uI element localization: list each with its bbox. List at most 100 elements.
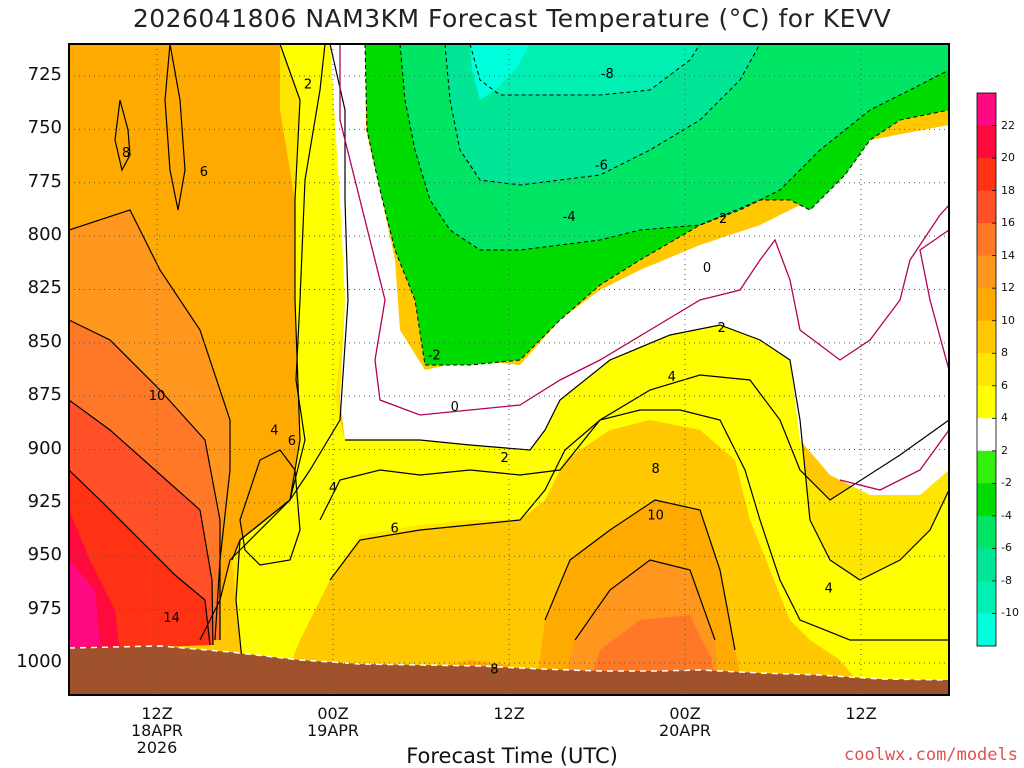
contour-line-2 <box>235 44 301 691</box>
plot-frame <box>68 43 950 696</box>
y-tick-label: 800 <box>27 224 62 246</box>
colorbar <box>976 92 997 647</box>
y-tick-label: 750 <box>27 117 62 139</box>
colorbar-label: 10 <box>1001 313 1015 327</box>
colorbar-label: 8 <box>1001 346 1008 360</box>
colorbar-frame <box>976 92 997 647</box>
x-tick-line: 19APR <box>306 721 360 740</box>
contour-label: 6 <box>200 165 208 180</box>
contour-label: -4 <box>563 210 576 225</box>
contour-line-8b <box>544 499 736 651</box>
contour-line-8 <box>199 44 326 641</box>
y-tick-label: 850 <box>27 330 62 352</box>
y-tick-label: 925 <box>27 490 62 512</box>
colorbar-swatch <box>977 320 996 354</box>
colorbar-swatch <box>977 515 996 549</box>
colorbar-swatch <box>977 223 996 257</box>
colorbar-label: 16 <box>1001 216 1015 230</box>
x-tick-line: 00Z <box>317 704 349 723</box>
colorbar-swatch <box>977 450 996 484</box>
x-tick-line: 00Z <box>669 704 701 723</box>
y-tick-label: 1000 <box>16 650 62 672</box>
colorbar-swatch <box>977 288 996 322</box>
contour-line-6b <box>329 409 949 641</box>
contour-line-4c <box>239 449 301 566</box>
x-tick-line: 2026 <box>136 738 178 757</box>
contour-label: 6 <box>288 434 296 449</box>
x-tick-label: 00Z 20APR <box>640 705 730 739</box>
contour-label: 2 <box>718 321 726 336</box>
x-tick-line: 12Z <box>845 704 877 723</box>
grid-layer <box>69 44 949 695</box>
x-tick-line: 20APR <box>658 721 712 740</box>
colorbar-swatch <box>977 255 996 289</box>
contour-line-12 <box>69 319 221 640</box>
x-tick-line: 12Z <box>493 704 525 723</box>
region-8-10 <box>69 44 745 695</box>
contour-label: 2 <box>500 451 508 466</box>
contour-label: 0 <box>451 400 459 415</box>
y-tick-label: 725 <box>27 64 62 86</box>
contour-line-neg8 <box>469 44 701 96</box>
y-tick-label: 975 <box>27 597 62 619</box>
chart-title: 2026041806 NAM3KM Forecast Temperature (… <box>132 4 892 33</box>
colorbar-label: -2 <box>1001 476 1012 490</box>
contour-label: -2 <box>428 349 441 364</box>
colorbar-swatch <box>977 93 996 127</box>
credit-text: coolwx.com/models <box>844 745 1018 765</box>
contour-label: 2 <box>719 212 727 227</box>
colorbar-swatch <box>977 125 996 159</box>
ground-terrain <box>69 646 949 695</box>
colorbar-label: 4 <box>1001 411 1008 425</box>
contour-label: 6 <box>390 522 398 537</box>
contour-line-neg2 <box>364 44 949 366</box>
contour-line-16 <box>69 469 211 646</box>
colorbar-swatch <box>977 190 996 224</box>
x-tick-label: 12Z <box>816 705 906 722</box>
y-tick-label: 950 <box>27 544 62 566</box>
contour-label: 8 <box>652 462 660 477</box>
colorbar-label: 6 <box>1001 378 1008 392</box>
region-22-plus <box>69 560 100 648</box>
contour-label: -8 <box>601 67 614 82</box>
region-neg10-neg8 <box>470 44 700 95</box>
contour-label: 0 <box>703 261 711 276</box>
contour-label: 2 <box>304 78 312 93</box>
y-tick-label: 900 <box>27 437 62 459</box>
contour-label: 10 <box>149 389 166 404</box>
contour-line-4 <box>319 374 949 521</box>
colorbar-swatch <box>977 613 996 647</box>
x-tick-line: 12Z <box>141 704 173 723</box>
x-tick-label: 12Z 18APR 2026 <box>112 705 202 756</box>
colorbar-label: -10 <box>1001 606 1019 620</box>
contour-line-neg4 <box>399 44 949 251</box>
colorbar-label: 2 <box>1001 443 1008 457</box>
colorbar-swatch <box>977 483 996 517</box>
contour-line-8c <box>114 99 131 172</box>
colorbar-swatch <box>977 385 996 419</box>
contour-line-0 <box>339 44 949 416</box>
colorbar-label: 22 <box>1001 118 1015 132</box>
x-tick-label: 12Z <box>464 705 554 722</box>
colorbar-label: 20 <box>1001 151 1015 165</box>
contour-label: -6 <box>595 159 608 174</box>
contour-line-14 <box>69 399 214 646</box>
contour-line-6c <box>164 44 186 211</box>
colorbar-label: -4 <box>1001 508 1012 522</box>
colorbar-swatch <box>977 580 996 614</box>
contour-label: 8 <box>490 662 498 677</box>
contour-label: 4 <box>668 370 676 385</box>
colorbar-label: -6 <box>1001 541 1012 555</box>
colorbar-label: -8 <box>1001 573 1012 587</box>
colorbar-swatch <box>977 418 996 452</box>
contour-line-10b <box>574 559 716 641</box>
contour-line-0b <box>919 229 949 371</box>
y-tick-label: 775 <box>27 170 62 192</box>
y-tick-label: 875 <box>27 384 62 406</box>
colorbar-label: 18 <box>1001 183 1015 197</box>
x-axis-title: Forecast Time (UTC) <box>406 744 618 768</box>
contour-label: 4 <box>825 581 833 596</box>
